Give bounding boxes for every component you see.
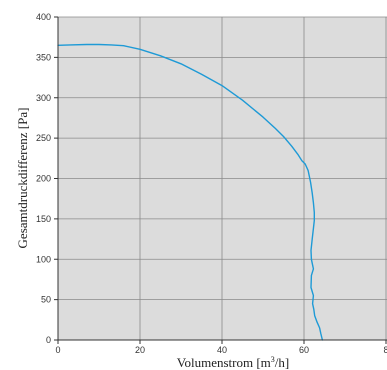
tick-labels: 0 50 100 150 200 250 300 350 400 0 20 40 60 8 bbox=[36, 12, 387, 355]
x-axis-title: Volumenstrom [m3/h] bbox=[177, 355, 289, 370]
x-tick-label: 8 bbox=[383, 345, 387, 355]
x-tick-label: 0 bbox=[55, 345, 60, 355]
y-tick-label: 0 bbox=[46, 335, 51, 345]
axes bbox=[54, 16, 387, 344]
grid bbox=[58, 16, 387, 340]
series-layer bbox=[57, 43, 324, 341]
y-tick-label: 250 bbox=[36, 133, 51, 143]
x-axis-title-text: Volumenstrom [m bbox=[177, 355, 271, 370]
x-tick-label: 60 bbox=[299, 345, 309, 355]
x-tick-label: 20 bbox=[135, 345, 145, 355]
x-axis-title-tail: /h] bbox=[275, 355, 289, 370]
x-axis-title-sup: 3 bbox=[271, 355, 275, 364]
y-tick-label: 100 bbox=[36, 254, 51, 264]
y-tick-label: 150 bbox=[36, 214, 51, 224]
y-tick-label: 300 bbox=[36, 93, 51, 103]
series-line bbox=[57, 43, 324, 341]
y-axis-title: Gesamtdruckdifferenz [Pa] bbox=[15, 108, 30, 249]
x-tick-label: 40 bbox=[217, 345, 227, 355]
y-tick-label: 350 bbox=[36, 52, 51, 62]
y-tick-label: 50 bbox=[41, 295, 51, 305]
y-tick-label: 400 bbox=[36, 12, 51, 22]
y-tick-label: 200 bbox=[36, 174, 51, 184]
